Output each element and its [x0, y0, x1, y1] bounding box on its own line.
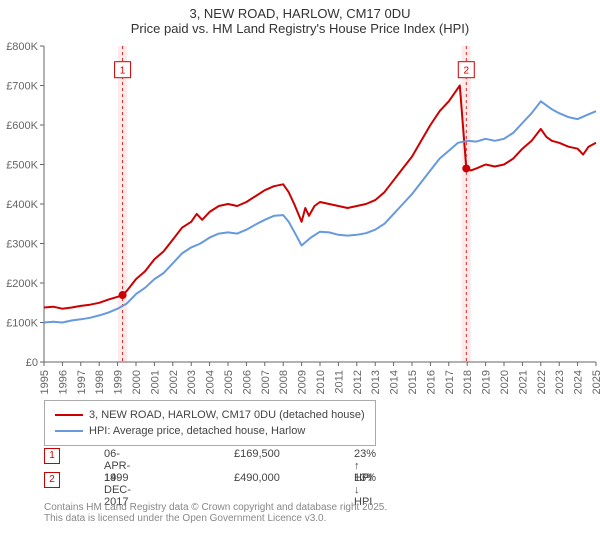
svg-text:2008: 2008 [278, 370, 290, 394]
svg-text:2016: 2016 [425, 370, 437, 394]
svg-text:2005: 2005 [223, 370, 235, 394]
svg-text:2002: 2002 [168, 370, 180, 394]
svg-text:1998: 1998 [94, 370, 106, 394]
svg-text:2000: 2000 [131, 370, 143, 394]
legend: 3, NEW ROAD, HARLOW, CM17 0DU (detached … [44, 400, 376, 446]
svg-text:£100K: £100K [6, 318, 38, 330]
svg-text:2021: 2021 [517, 370, 529, 394]
svg-text:2006: 2006 [241, 370, 253, 394]
svg-text:2011: 2011 [333, 370, 345, 394]
svg-text:2023: 2023 [554, 370, 566, 394]
svg-text:£800K: £800K [6, 41, 38, 53]
svg-text:1997: 1997 [76, 370, 88, 394]
legend-entry: 3, NEW ROAD, HARLOW, CM17 0DU (detached … [55, 407, 365, 423]
svg-text:2004: 2004 [205, 370, 217, 394]
svg-text:1999: 1999 [113, 370, 125, 394]
sale-marker: 1 [44, 448, 60, 464]
svg-text:2025: 2025 [591, 370, 600, 394]
svg-text:2015: 2015 [407, 370, 419, 394]
svg-text:2019: 2019 [481, 370, 493, 394]
svg-text:2001: 2001 [149, 370, 161, 394]
svg-text:£200K: £200K [6, 278, 38, 290]
legend-entry: HPI: Average price, detached house, Harl… [55, 423, 365, 439]
svg-text:2: 2 [463, 66, 469, 77]
svg-text:2010: 2010 [315, 370, 327, 394]
footer-line2: This data is licensed under the Open Gov… [44, 513, 387, 524]
svg-text:1996: 1996 [57, 370, 69, 394]
svg-text:2024: 2024 [573, 370, 585, 394]
sale-marker: 2 [44, 472, 60, 488]
svg-text:£500K: £500K [6, 160, 38, 172]
price-chart: £0 £100K £200K £300K £400K £500K £600K £700K £80… [0, 0, 600, 560]
svg-text:2017: 2017 [444, 370, 456, 394]
footer-line1: Contains HM Land Registry data © Crown c… [44, 502, 387, 513]
sale-price: £490,000 [234, 472, 280, 484]
svg-text:£600K: £600K [6, 120, 38, 132]
svg-text:2003: 2003 [186, 370, 198, 394]
svg-text:1995: 1995 [39, 370, 51, 394]
legend-swatch [55, 430, 83, 432]
svg-text:2020: 2020 [499, 370, 511, 394]
svg-text:£400K: £400K [6, 199, 38, 211]
legend-label: 3, NEW ROAD, HARLOW, CM17 0DU (detached … [89, 407, 365, 423]
svg-text:£300K: £300K [6, 239, 38, 251]
svg-text:2007: 2007 [260, 370, 272, 394]
svg-text:2022: 2022 [536, 370, 548, 394]
sale-price: £169,500 [234, 448, 280, 460]
svg-text:2009: 2009 [297, 370, 309, 394]
svg-text:1: 1 [120, 66, 126, 77]
svg-text:£0: £0 [26, 357, 38, 369]
svg-text:2013: 2013 [370, 370, 382, 394]
svg-text:2012: 2012 [352, 370, 364, 394]
svg-text:£700K: £700K [6, 81, 38, 93]
legend-label: HPI: Average price, detached house, Harl… [89, 423, 305, 439]
svg-text:2014: 2014 [389, 370, 401, 394]
footer: Contains HM Land Registry data © Crown c… [44, 502, 387, 524]
svg-text:2018: 2018 [462, 370, 474, 394]
legend-swatch [55, 414, 83, 416]
